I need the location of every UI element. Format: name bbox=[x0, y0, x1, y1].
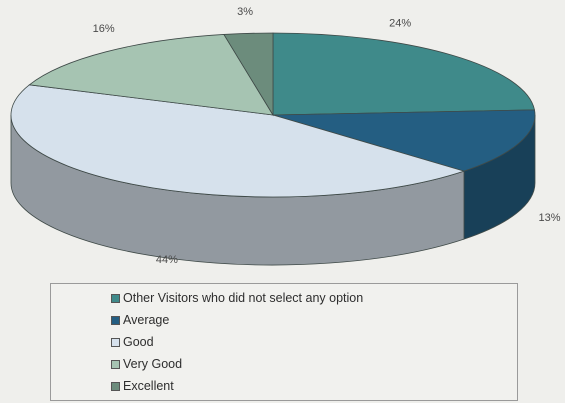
pie-slice-very-good bbox=[28, 34, 274, 116]
pie-slice-average bbox=[272, 109, 536, 172]
pie-slice-good bbox=[10, 84, 466, 198]
pct-label-excellent: 3% bbox=[237, 6, 253, 18]
pct-label-good: 44% bbox=[156, 254, 178, 266]
legend-label-other-visitors: Other Visitors who did not select any op… bbox=[123, 291, 364, 305]
legend-item-very-good: Very Good bbox=[111, 355, 182, 373]
pie-slice-other-visitors bbox=[272, 32, 535, 116]
legend-swatch-average bbox=[111, 316, 120, 325]
legend-label-very-good: Very Good bbox=[123, 357, 183, 371]
pie-chart-svg: 24% 13% 44% 16% 3% bbox=[10, 6, 561, 266]
legend-item-other-visitors: Other Visitors who did not select any op… bbox=[111, 289, 363, 307]
legend-item-average: Average bbox=[111, 311, 169, 329]
pct-label-very-good: 16% bbox=[93, 23, 115, 35]
legend-label-average: Average bbox=[123, 313, 170, 327]
legend-label-excellent: Excellent bbox=[123, 379, 174, 393]
pct-label-other-visitors: 24% bbox=[389, 17, 411, 29]
legend-item-good: Good bbox=[111, 333, 154, 351]
legend: Other Visitors who did not select any op… bbox=[50, 283, 518, 401]
legend-swatch-other-visitors bbox=[111, 294, 120, 303]
pie-slice-excellent bbox=[223, 32, 274, 117]
legend-label-good: Good bbox=[123, 335, 154, 349]
legend-swatch-very-good bbox=[111, 360, 120, 369]
legend-swatch-good bbox=[111, 338, 120, 347]
pie-tops bbox=[10, 32, 536, 198]
legend-item-excellent: Excellent bbox=[111, 377, 174, 395]
legend-swatch-excellent bbox=[111, 382, 120, 391]
pct-label-average: 13% bbox=[538, 212, 560, 224]
